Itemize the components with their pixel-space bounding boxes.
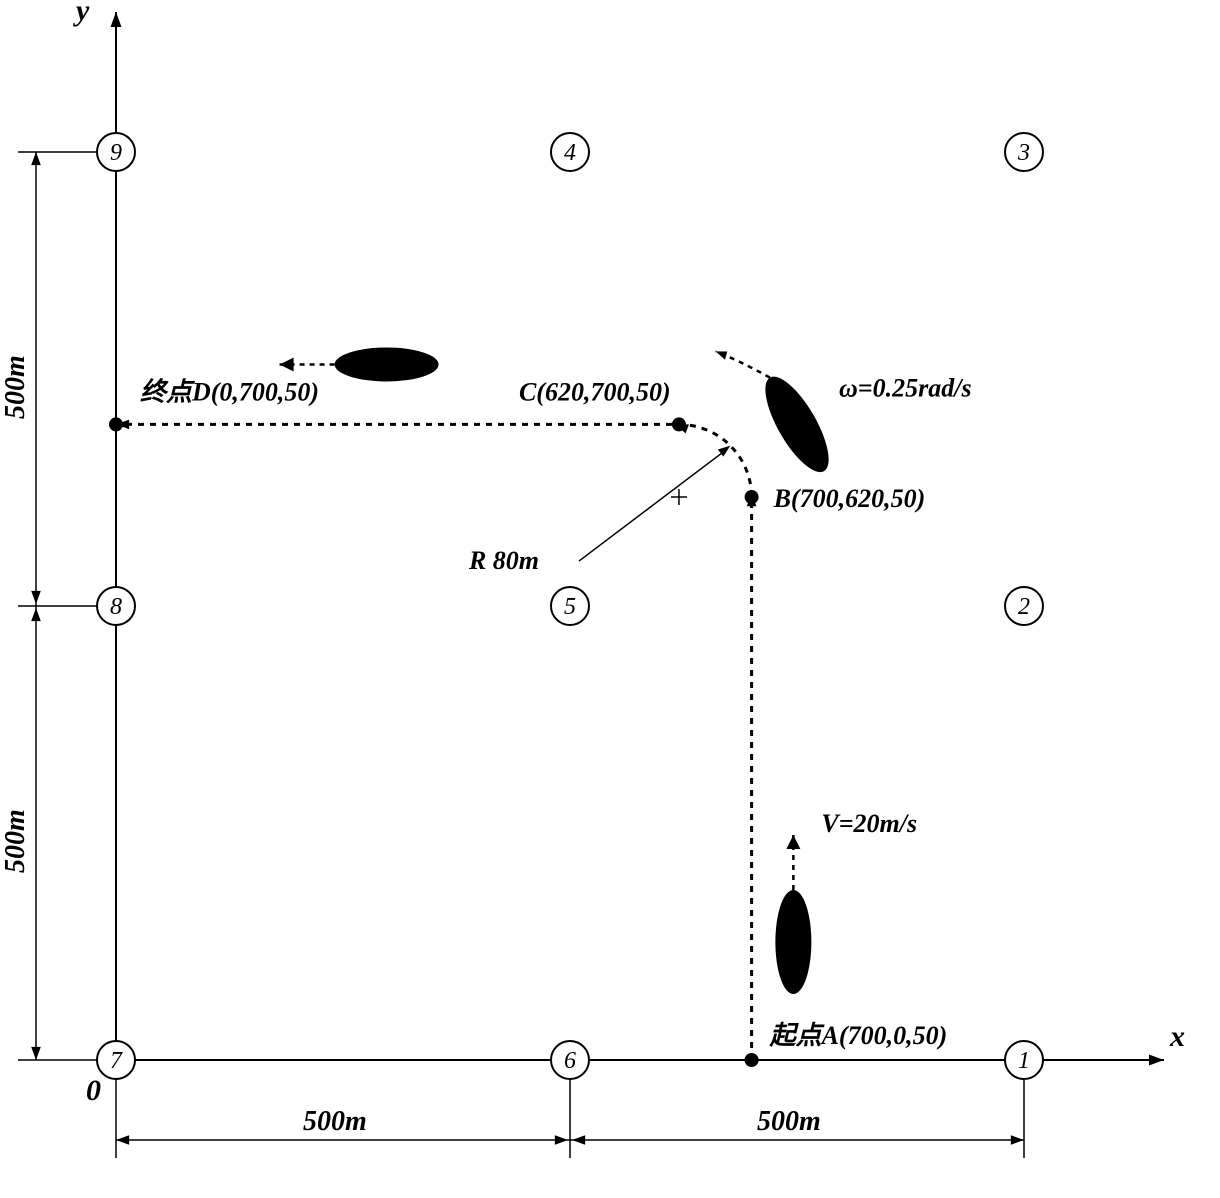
- arrowhead: [31, 608, 41, 621]
- arrowhead: [116, 1135, 129, 1145]
- point-A: [745, 1053, 759, 1067]
- dim-y-1-label: 500m: [0, 809, 31, 873]
- dim-x-2-label: 500m: [757, 1106, 821, 1137]
- dim-y-2-label: 500m: [0, 355, 31, 419]
- circled-numbers: 1 2 3 4 5 6 7 8 9: [97, 133, 1043, 1079]
- arrowhead: [111, 12, 122, 27]
- vehicle-body: [335, 347, 439, 381]
- label-omega: ω=0.25rad/s: [839, 373, 972, 402]
- arrowhead: [31, 1047, 41, 1060]
- veh-CD: [280, 347, 439, 381]
- arrowhead: [572, 1135, 585, 1145]
- x-axis-label: x: [1169, 1020, 1185, 1053]
- label-B: B(700,620,50): [773, 484, 926, 513]
- dim-x-1-label: 500m: [303, 1106, 367, 1137]
- radius-label: R 80m: [468, 546, 539, 575]
- dim-lines: 500m 500m 500m 500m: [0, 152, 1024, 1158]
- vehicle-arrow: [716, 334, 770, 394]
- arrowhead: [555, 1135, 568, 1145]
- circ-9-label: 9: [110, 140, 122, 166]
- circ-6-label: 6: [564, 1048, 576, 1074]
- circ-1-label: 1: [1018, 1048, 1030, 1074]
- arrowhead: [280, 357, 294, 371]
- label-velocity: V=20m/s: [821, 809, 917, 838]
- y-axis-label: y: [73, 0, 90, 27]
- vehicle-body: [754, 368, 841, 481]
- arrowhead: [1011, 1135, 1024, 1145]
- point-B: [745, 490, 759, 504]
- circ-5-label: 5: [564, 594, 576, 620]
- veh-turn: [716, 325, 841, 488]
- arrowhead: [1149, 1055, 1164, 1066]
- circ-2-label: 2: [1018, 594, 1030, 620]
- point-D: [109, 417, 123, 431]
- radius-leader: [579, 450, 726, 561]
- circ-8-label: 8: [110, 594, 122, 620]
- arrowhead: [716, 346, 731, 361]
- veh-A: [775, 835, 811, 994]
- point-C: [672, 417, 686, 431]
- label-A: 起点A(700,0,50): [769, 1021, 948, 1050]
- trajectory-path: [116, 424, 752, 1060]
- circ-3-label: 3: [1017, 140, 1030, 166]
- arrowhead: [31, 152, 41, 165]
- label-D: 终点D(0,700,50): [140, 377, 319, 406]
- origin-label: 0: [86, 1074, 101, 1107]
- circ-7-label: 7: [110, 1048, 123, 1074]
- label-C: C(620,700,50): [519, 377, 671, 406]
- arrowhead: [31, 591, 41, 604]
- arrowhead: [786, 835, 800, 849]
- vehicle-body: [775, 890, 811, 994]
- circ-4-label: 4: [564, 140, 576, 166]
